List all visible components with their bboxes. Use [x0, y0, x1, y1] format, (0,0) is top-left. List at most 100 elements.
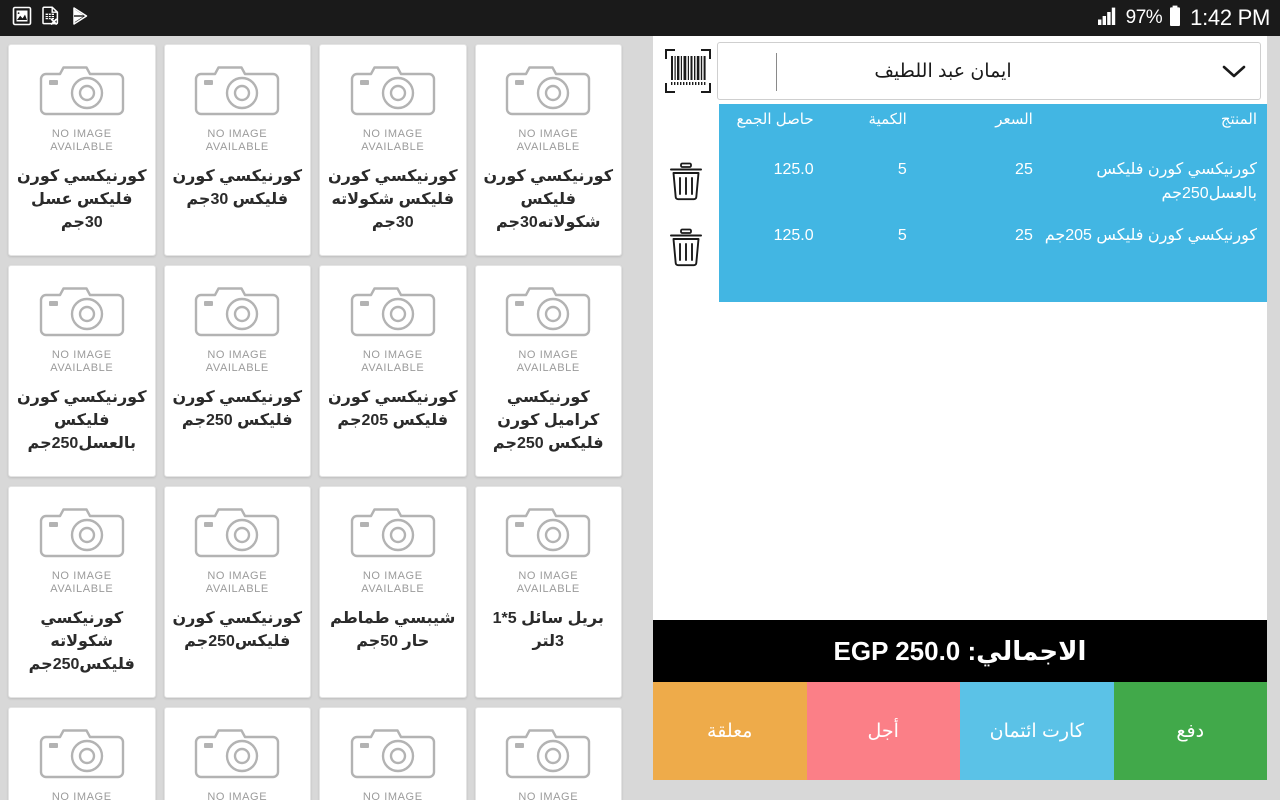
- no-image-label: NO IMAGE AVAILABLE: [361, 128, 425, 153]
- camera-icon: [505, 278, 591, 343]
- product-name: كورنيكسي كورن فليكس250جم: [172, 610, 302, 650]
- battery-icon: [1169, 5, 1181, 32]
- cart-header: ايمان عبد اللطيف: [653, 36, 1267, 104]
- product-card[interactable]: NO IMAGE AVAILABLE كورنيكسي كورن فليكس25…: [163, 486, 311, 698]
- delete-item-button[interactable]: [653, 216, 719, 282]
- product-card[interactable]: NO IMAGE AVAILABLE كورنيكسي كراميل كورن …: [474, 265, 622, 477]
- cell-quantity: 5: [897, 161, 907, 178]
- battery-percentage: 97%: [1125, 7, 1163, 28]
- product-thumbnail-placeholder: NO IMAGE: [505, 720, 591, 800]
- cell-subtotal: 125.0: [773, 227, 814, 244]
- product-thumbnail-placeholder: NO IMAGE: [194, 720, 280, 800]
- product-thumbnail-placeholder: NO IMAGE AVAILABLE: [39, 278, 125, 375]
- no-image-label: NO IMAGE AVAILABLE: [205, 349, 269, 374]
- product-card[interactable]: NO IMAGE AVAILABLE كورنيكسي كورن فليكس 3…: [163, 44, 311, 256]
- product-card[interactable]: NO IMAGE AVAILABLE شيبسي طماطم حار 50جم: [319, 486, 467, 698]
- product-card[interactable]: NO IMAGE AVAILABLE كورنيكسي كورن فليكس 2…: [319, 265, 467, 477]
- column-header-price: السعر: [995, 111, 1033, 128]
- delete-item-button[interactable]: [653, 150, 719, 216]
- workspace: NO IMAGE AVAILABLE كورنيكسي كورن فليكس ع…: [0, 36, 1280, 800]
- camera-icon: [350, 278, 436, 343]
- camera-icon: [505, 720, 591, 785]
- camera-icon: [194, 278, 280, 343]
- product-thumbnail-placeholder: NO IMAGE AVAILABLE: [194, 57, 280, 154]
- product-name: كورنيكسي كورن فليكس 205جم: [327, 389, 458, 429]
- no-image-label: NO IMAGE AVAILABLE: [50, 570, 114, 595]
- product-card[interactable]: NO IMAGE AVAILABLE كورنيكسي كورن فليكس ش…: [474, 44, 622, 256]
- total-amount-label: الاجمالي: EGP 250.0: [833, 635, 1087, 666]
- cell-product: كورنيكسي كورن فليكس بالعسل250جم: [1096, 161, 1257, 202]
- product-card[interactable]: NO IMAGE: [8, 707, 156, 800]
- camera-icon: [350, 499, 436, 564]
- product-card[interactable]: NO IMAGE AVAILABLE بريل سائل 5*1 3لتر: [474, 486, 622, 698]
- product-name: شيبسي طماطم حار 50جم: [330, 610, 456, 650]
- no-image-label: NO IMAGE AVAILABLE: [361, 570, 425, 595]
- product-card[interactable]: NO IMAGE: [319, 707, 467, 800]
- status-bar-notification-icons: [12, 5, 90, 31]
- table-row[interactable]: كورنيكسي كورن فليكس بالعسل250جم 25 5 125…: [719, 150, 1267, 216]
- defer-button[interactable]: أجل: [806, 682, 960, 780]
- camera-icon: [350, 57, 436, 122]
- product-name: كورنيكسي كورن فليكس 30جم: [172, 168, 302, 208]
- camera-icon: [194, 57, 280, 122]
- bottom-strip: [653, 780, 1267, 800]
- product-name: كورنيكسي كورن فليكس 250جم: [172, 389, 302, 429]
- trash-icon: [667, 161, 705, 206]
- status-bar-system-icons: 97% 1:42 PM: [1097, 5, 1270, 32]
- no-image-label: NO IMAGE AVAILABLE: [50, 128, 114, 153]
- products-pane[interactable]: NO IMAGE AVAILABLE كورنيكسي كورن فليكس ع…: [0, 36, 628, 800]
- product-thumbnail-placeholder: NO IMAGE AVAILABLE: [350, 278, 436, 375]
- table-rows-tail: [719, 282, 1267, 302]
- camera-icon: [39, 57, 125, 122]
- credit-card-button[interactable]: كارت ائتمان: [960, 682, 1114, 780]
- product-card[interactable]: NO IMAGE: [163, 707, 311, 800]
- no-image-label: NO IMAGE AVAILABLE: [50, 349, 114, 374]
- product-card[interactable]: NO IMAGE: [474, 707, 622, 800]
- image-file-icon: [12, 6, 32, 31]
- product-grid: NO IMAGE AVAILABLE كورنيكسي كورن فليكس ع…: [8, 44, 622, 800]
- barcode-scan-icon: [664, 47, 712, 100]
- cart-items-table: المنتج السعر الكمية حاصل الجمع كورنيكسي …: [653, 104, 1267, 620]
- product-thumbnail-placeholder: NO IMAGE AVAILABLE: [505, 499, 591, 596]
- product-thumbnail-placeholder: NO IMAGE AVAILABLE: [505, 57, 591, 154]
- camera-icon: [350, 720, 436, 785]
- camera-icon: [505, 57, 591, 122]
- no-image-label: NO IMAGE AVAILABLE: [205, 570, 269, 595]
- camera-icon: [194, 499, 280, 564]
- product-name: كورنيكسي شكولاته فليكس250جم: [28, 610, 135, 673]
- product-card[interactable]: NO IMAGE AVAILABLE كورنيكسي كورن فليكس ش…: [319, 44, 467, 256]
- cell-product: كورنيكسي كورن فليكس 205جم: [1044, 227, 1257, 244]
- product-name: كورنيكسي كورن فليكس شكولاته 30جم: [327, 168, 458, 231]
- delete-column: [653, 104, 719, 620]
- trash-icon: [667, 227, 705, 272]
- product-card[interactable]: NO IMAGE AVAILABLE كورنيكسي كورن فليكس 2…: [163, 265, 311, 477]
- action-buttons: دفع كارت ائتمان أجل معلقة: [653, 682, 1267, 780]
- no-image-label: NO IMAGE: [518, 791, 579, 800]
- spreadsheet-error-icon: [41, 5, 61, 31]
- no-image-label: NO IMAGE AVAILABLE: [361, 349, 425, 374]
- no-image-label: NO IMAGE AVAILABLE: [516, 128, 580, 153]
- camera-icon: [39, 720, 125, 785]
- camera-icon: [39, 278, 125, 343]
- no-image-label: NO IMAGE AVAILABLE: [516, 349, 580, 374]
- hold-button[interactable]: معلقة: [653, 682, 807, 780]
- column-header-subtotal: حاصل الجمع: [736, 111, 814, 128]
- table-row[interactable]: كورنيكسي كورن فليكس 205جم 25 5 125.0: [719, 216, 1267, 282]
- product-thumbnail-placeholder: NO IMAGE AVAILABLE: [350, 57, 436, 154]
- product-thumbnail-placeholder: NO IMAGE AVAILABLE: [39, 57, 125, 154]
- product-card[interactable]: NO IMAGE AVAILABLE كورنيكسي كورن فليكس ع…: [8, 44, 156, 256]
- customer-select[interactable]: ايمان عبد اللطيف: [717, 42, 1261, 100]
- cell-price: 25: [1015, 227, 1033, 244]
- column-header-product: المنتج: [1220, 111, 1257, 128]
- pay-button[interactable]: دفع: [1113, 682, 1267, 780]
- play-store-icon: [70, 6, 90, 31]
- select-divider: [776, 53, 777, 91]
- barcode-scan-button[interactable]: [659, 42, 717, 104]
- product-card[interactable]: NO IMAGE AVAILABLE كورنيكسي شكولاته فليك…: [8, 486, 156, 698]
- product-card[interactable]: NO IMAGE AVAILABLE كورنيكسي كورن فليكس ب…: [8, 265, 156, 477]
- camera-icon: [194, 720, 280, 785]
- product-thumbnail-placeholder: NO IMAGE AVAILABLE: [194, 499, 280, 596]
- no-image-label: NO IMAGE: [51, 791, 112, 800]
- chevron-down-icon[interactable]: [1208, 63, 1260, 79]
- product-thumbnail-placeholder: NO IMAGE: [39, 720, 125, 800]
